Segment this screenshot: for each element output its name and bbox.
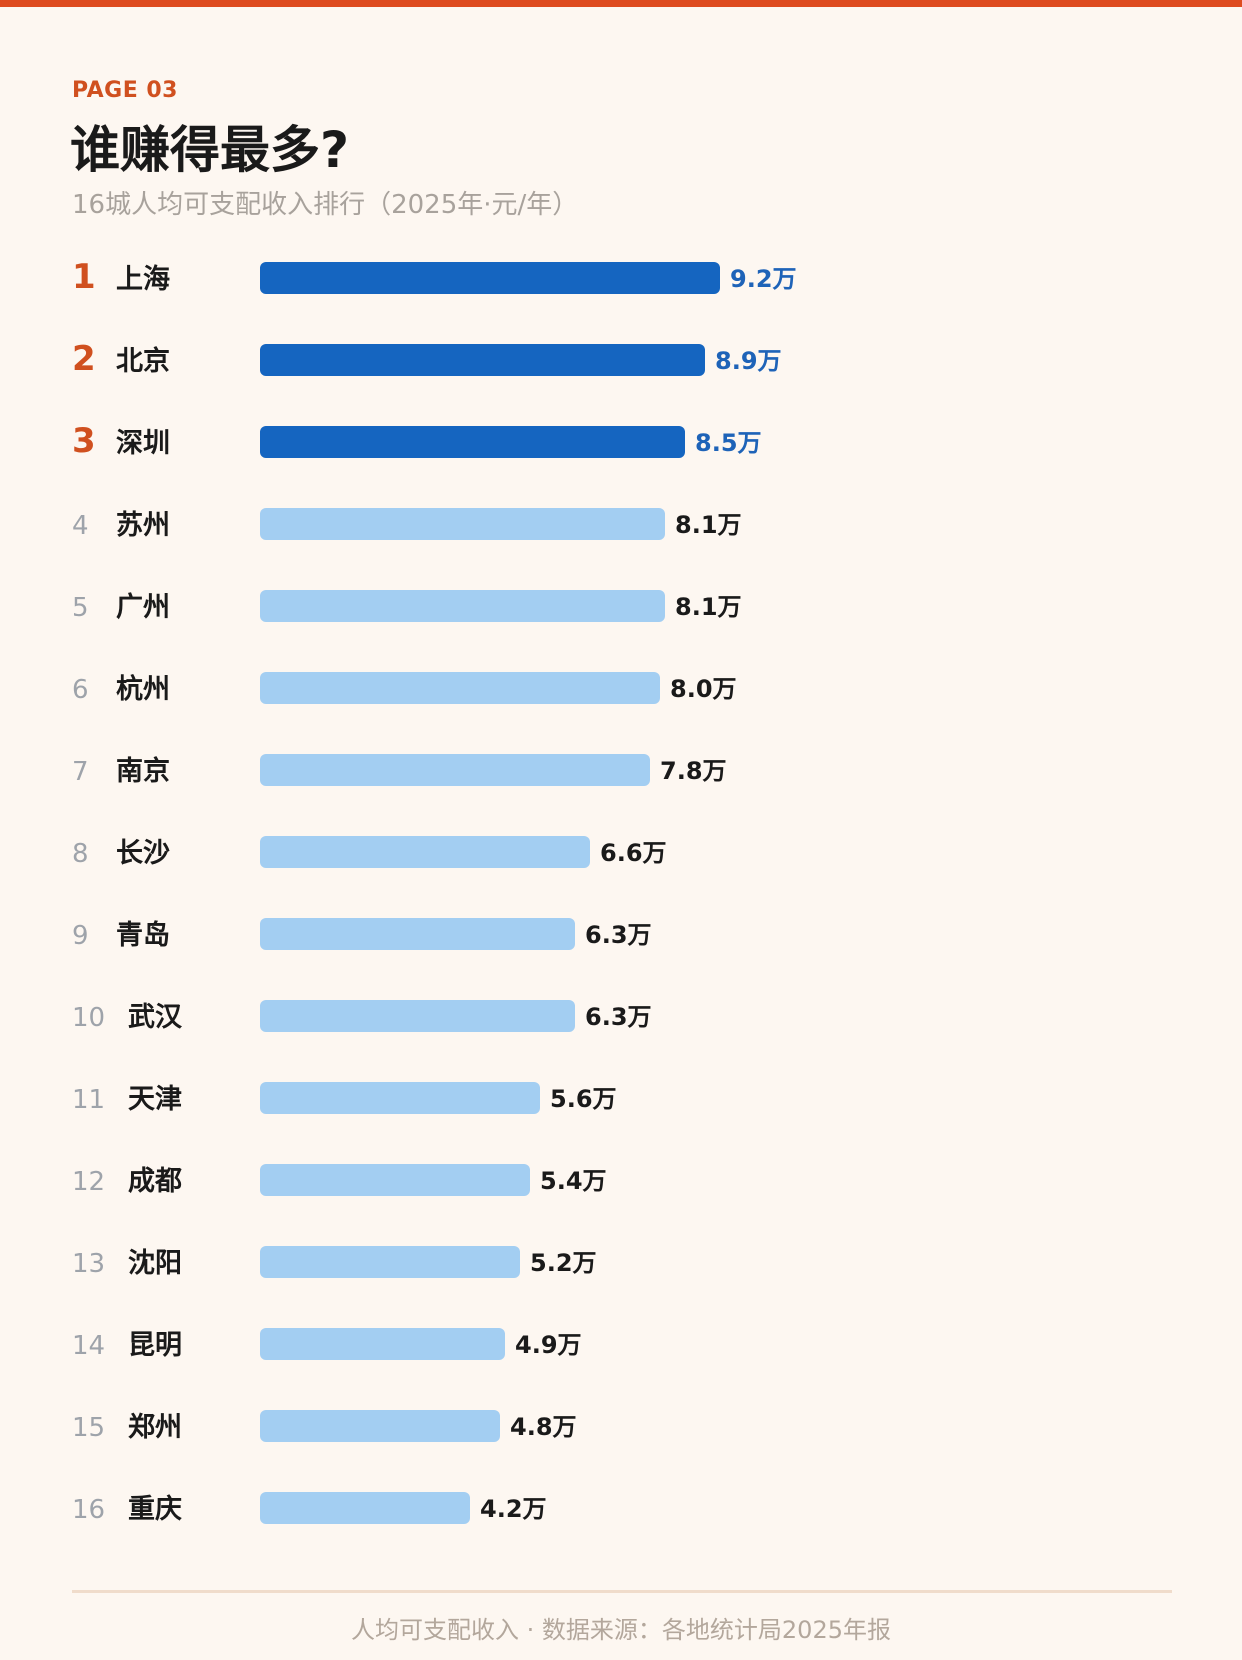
bar — [260, 1000, 575, 1032]
bar — [260, 1246, 520, 1278]
bar — [260, 262, 720, 294]
rank-number: 9 — [72, 921, 89, 951]
city-label: 杭州 — [116, 673, 170, 705]
value-label: 4.2万 — [480, 1495, 547, 1523]
city-label: 天津 — [128, 1084, 182, 1115]
rank-number: 11 — [72, 1085, 105, 1115]
value-label: 5.4万 — [540, 1167, 607, 1195]
city-label: 昆明 — [128, 1330, 182, 1361]
bar — [260, 1082, 540, 1114]
rank-number: 6 — [72, 675, 89, 705]
rank-number: 12 — [72, 1167, 105, 1197]
bar — [260, 836, 590, 868]
bar — [260, 1410, 500, 1442]
city-label: 沈阳 — [128, 1248, 182, 1279]
value-label: 6.3万 — [585, 921, 652, 949]
bar — [260, 590, 665, 622]
city-label: 武汉 — [128, 1002, 183, 1033]
income-bar-chart: 1 上海 9.2万 2 北京 8.9万 3 深圳 8.5万 4 苏州 8.1万 5 广州 8.1万 6 杭州 8.… — [72, 257, 797, 1525]
page-label: PAGE 03 — [72, 78, 178, 103]
bar — [260, 672, 660, 704]
city-label: 成都 — [128, 1166, 182, 1197]
city-label: 广州 — [116, 592, 170, 623]
bar — [260, 918, 575, 950]
rank-number: 13 — [72, 1249, 105, 1279]
value-label: 6.3万 — [585, 1003, 652, 1031]
rank-number: 4 — [72, 511, 89, 541]
value-label: 8.0万 — [670, 675, 737, 703]
chart-subtitle: 16城人均可支配收入排行（2025年·元/年） — [72, 190, 579, 220]
city-label: 深圳 — [116, 428, 170, 459]
bar — [260, 344, 705, 376]
page-title: 谁赚得最多? — [70, 121, 350, 179]
city-label: 上海 — [116, 264, 170, 295]
value-label: 9.2万 — [730, 265, 797, 293]
footer-source: 人均可支配收入 · 数据来源：各地统计局2025年报 — [351, 1616, 891, 1644]
rank-number: 8 — [72, 839, 89, 869]
value-label: 4.8万 — [510, 1413, 577, 1441]
value-label: 4.9万 — [515, 1331, 582, 1359]
city-label: 郑州 — [128, 1412, 182, 1443]
value-label: 8.9万 — [715, 347, 782, 375]
value-label: 6.6万 — [600, 839, 667, 867]
rank-number: 5 — [72, 593, 89, 623]
rank-number: 3 — [72, 421, 96, 461]
city-label: 青岛 — [116, 919, 170, 951]
city-label: 苏州 — [116, 510, 170, 541]
bar — [260, 754, 650, 786]
value-label: 7.8万 — [660, 757, 727, 785]
rank-number: 14 — [72, 1331, 105, 1361]
footer-divider — [72, 1590, 1172, 1593]
rank-number: 7 — [72, 757, 89, 787]
city-label: 重庆 — [128, 1493, 182, 1525]
city-label: 南京 — [116, 755, 170, 787]
value-label: 8.5万 — [695, 429, 762, 457]
bar — [260, 426, 685, 458]
city-label: 长沙 — [116, 838, 170, 869]
rank-number: 2 — [72, 339, 96, 379]
city-label: 北京 — [116, 345, 170, 377]
rank-number: 10 — [72, 1003, 105, 1033]
bar — [260, 1492, 470, 1524]
bar — [260, 508, 665, 540]
value-label: 5.6万 — [550, 1085, 617, 1113]
rank-number: 16 — [72, 1495, 105, 1525]
rank-number: 15 — [72, 1413, 105, 1443]
value-label: 5.2万 — [530, 1249, 597, 1277]
value-label: 8.1万 — [675, 511, 742, 539]
top-accent-bar — [0, 0, 1242, 7]
bar — [260, 1328, 505, 1360]
rank-number: 1 — [72, 257, 96, 297]
value-label: 8.1万 — [675, 593, 742, 621]
bar — [260, 1164, 530, 1196]
